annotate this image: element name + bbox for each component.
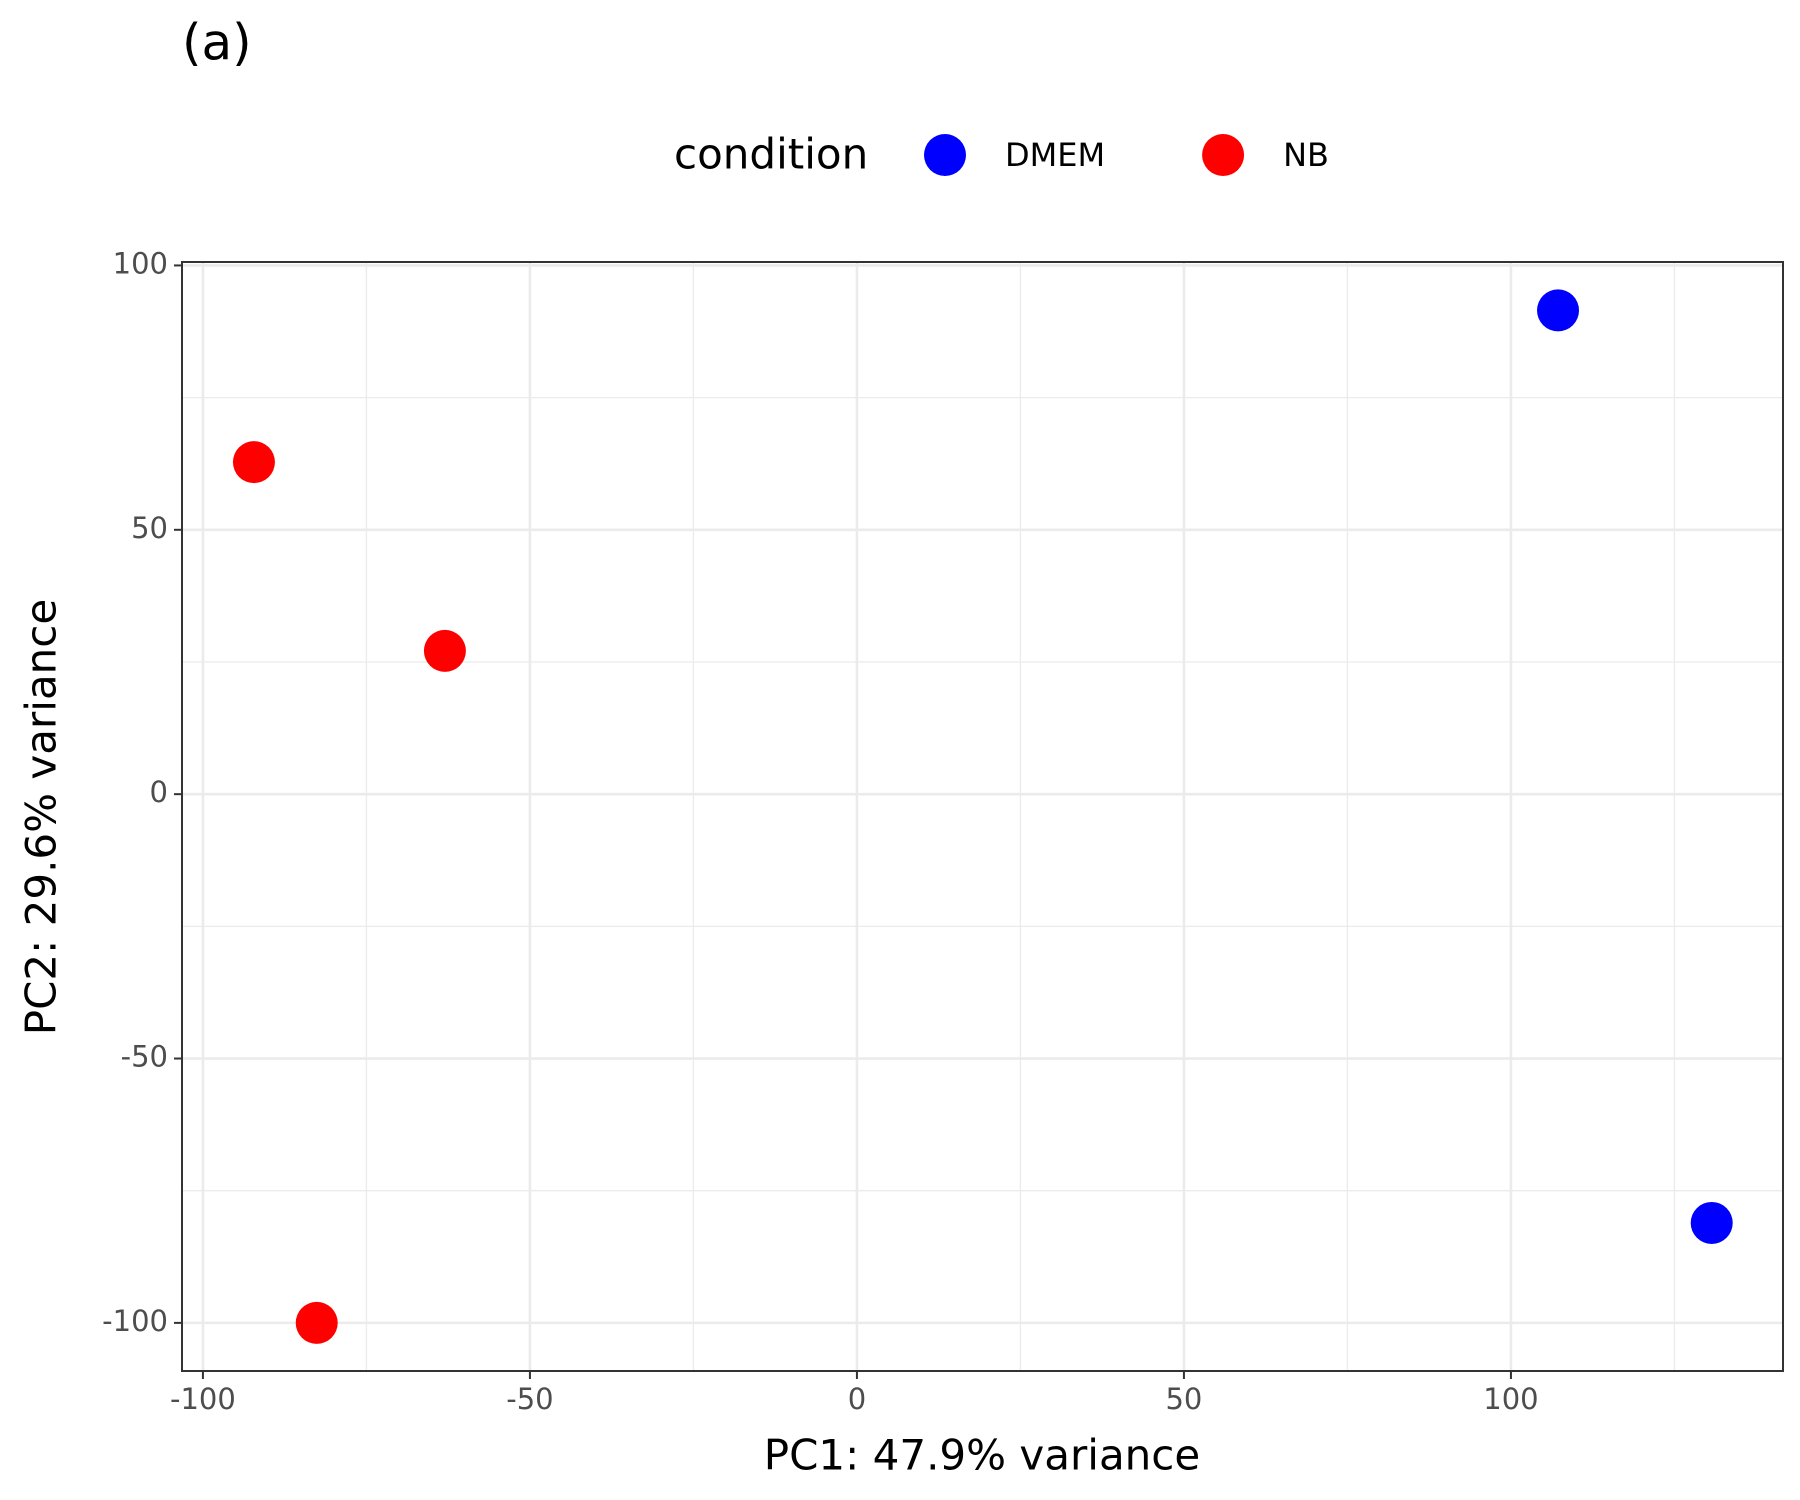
- y-tick-label: 50: [131, 511, 168, 545]
- x-tick-label: 0: [848, 1382, 866, 1416]
- point: [1690, 1201, 1733, 1244]
- x-tick-label: 50: [1165, 1382, 1202, 1416]
- y-axis-label: PC2: 29.6% variance: [17, 599, 66, 1035]
- panel-label: (a): [182, 14, 252, 72]
- x-tick-label: -50: [506, 1382, 553, 1416]
- legend-marker: [1202, 134, 1245, 176]
- point: [295, 1301, 338, 1344]
- y-tick-label: -100: [102, 1304, 168, 1338]
- plot-border: [181, 261, 1784, 1372]
- point: [1537, 289, 1580, 332]
- legend-title: condition: [674, 130, 868, 179]
- plot-background: [182, 262, 1783, 1371]
- legend-label: DMEM: [1005, 136, 1105, 174]
- legend-marker: [924, 134, 966, 176]
- x-axis-label: PC1: 47.9% variance: [764, 1431, 1200, 1480]
- y-tick-label: 100: [113, 246, 168, 280]
- point: [232, 441, 275, 484]
- y-tick-label: -50: [121, 1040, 168, 1074]
- y-tick-label: 0: [150, 775, 168, 809]
- x-tick-label: 100: [1483, 1382, 1538, 1416]
- x-tick-label: -100: [170, 1382, 236, 1416]
- point: [423, 629, 466, 672]
- legend-label: NB: [1283, 136, 1329, 174]
